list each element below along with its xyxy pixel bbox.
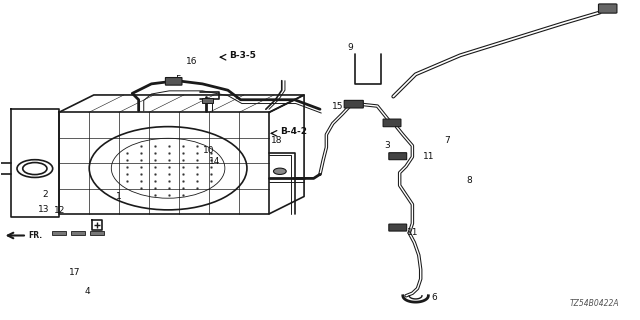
Text: 10: 10 (203, 146, 214, 155)
Text: 6: 6 (432, 293, 438, 302)
Text: 3: 3 (384, 141, 390, 150)
Text: TZ54B0422A: TZ54B0422A (570, 299, 620, 308)
Text: 11: 11 (422, 152, 434, 161)
Text: 12: 12 (54, 206, 66, 215)
FancyBboxPatch shape (71, 231, 85, 236)
FancyBboxPatch shape (598, 4, 617, 13)
FancyBboxPatch shape (165, 77, 182, 85)
FancyBboxPatch shape (202, 99, 213, 103)
FancyBboxPatch shape (90, 231, 104, 236)
Text: 18: 18 (271, 136, 282, 146)
FancyBboxPatch shape (52, 231, 66, 236)
FancyBboxPatch shape (383, 119, 401, 127)
Text: FR.: FR. (28, 231, 42, 240)
FancyBboxPatch shape (389, 224, 406, 231)
Text: 5: 5 (175, 75, 181, 84)
Text: 17: 17 (69, 268, 81, 277)
Text: 8: 8 (467, 176, 472, 185)
Text: 2: 2 (42, 190, 47, 199)
Text: 1: 1 (116, 192, 122, 201)
Text: 13: 13 (38, 205, 50, 214)
Text: 4: 4 (84, 287, 90, 296)
FancyBboxPatch shape (389, 153, 406, 160)
Text: B-4-2: B-4-2 (280, 127, 307, 136)
Text: 16: 16 (186, 57, 197, 66)
Text: B-3-5: B-3-5 (229, 51, 256, 60)
FancyBboxPatch shape (344, 100, 364, 108)
Circle shape (273, 168, 286, 174)
Text: 7: 7 (445, 136, 451, 146)
Text: 11: 11 (406, 228, 418, 237)
Text: 9: 9 (347, 43, 353, 52)
Text: 15: 15 (332, 101, 344, 111)
Text: 14: 14 (209, 157, 221, 166)
